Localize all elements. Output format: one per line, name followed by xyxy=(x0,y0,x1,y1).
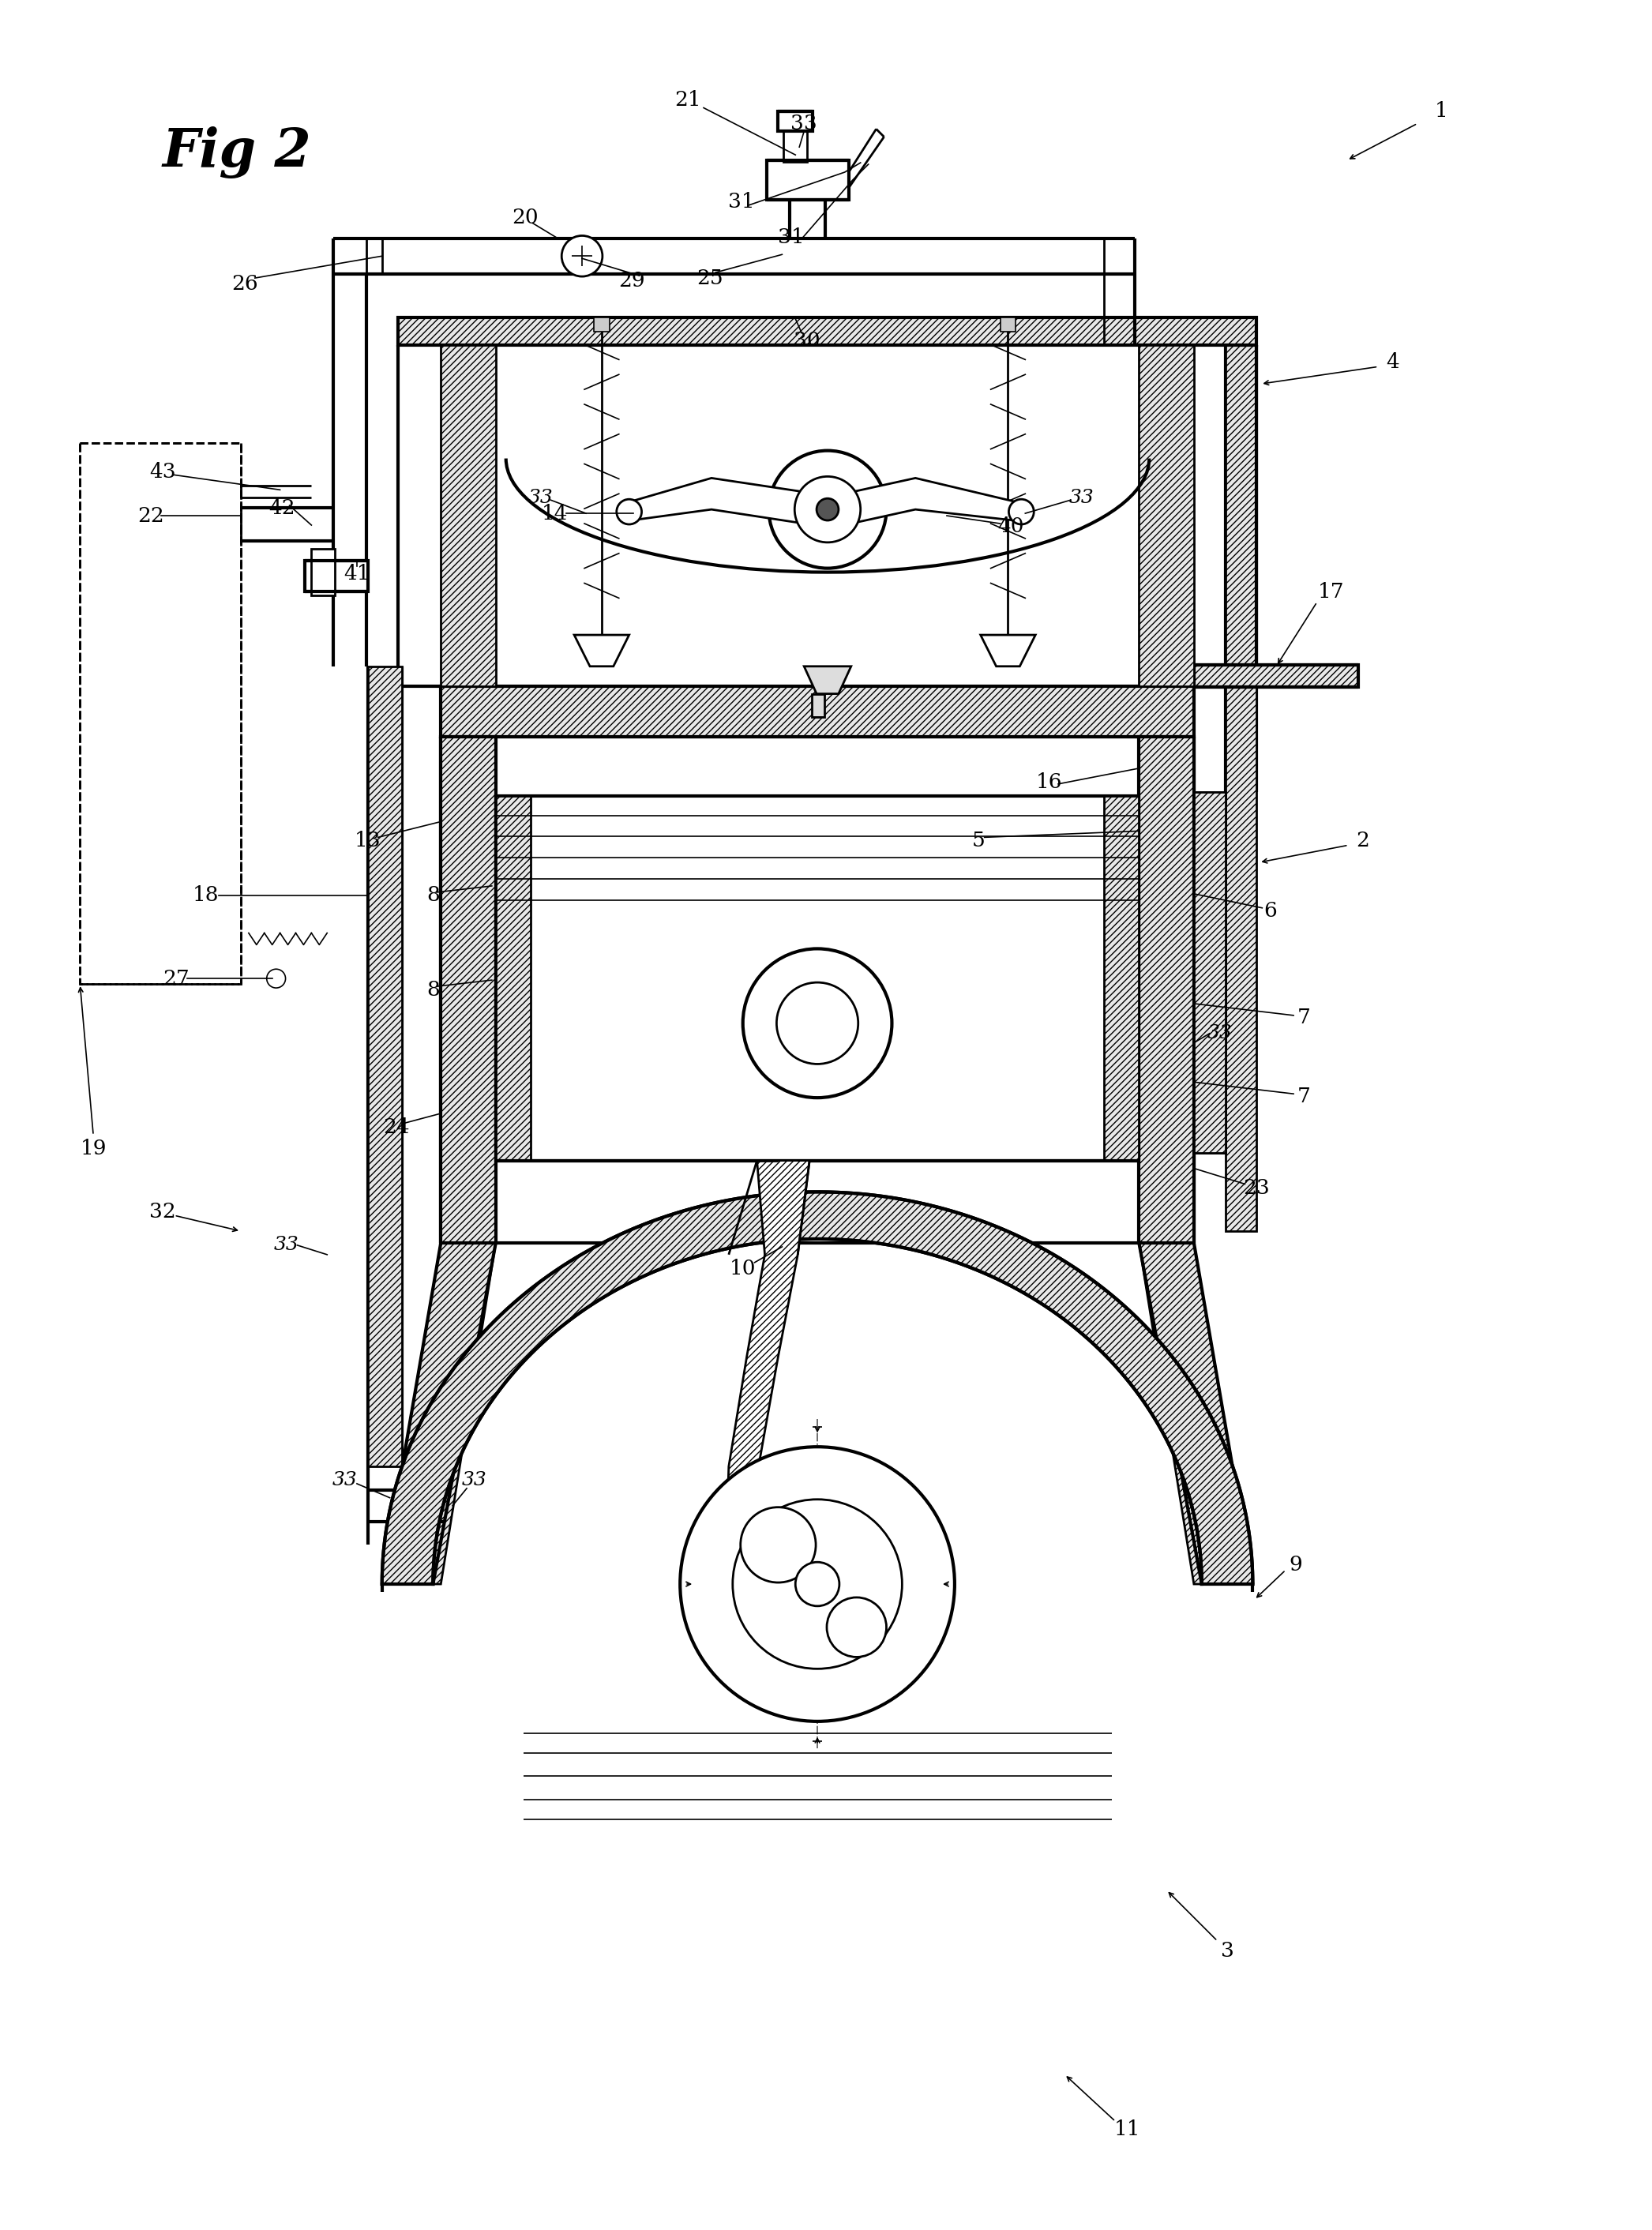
Text: 6: 6 xyxy=(1264,901,1277,921)
Circle shape xyxy=(768,450,887,569)
Text: 31: 31 xyxy=(778,227,805,248)
Text: 21: 21 xyxy=(674,89,700,109)
Circle shape xyxy=(616,500,641,524)
Bar xyxy=(811,694,824,718)
Polygon shape xyxy=(496,796,530,1160)
Text: 32: 32 xyxy=(149,1202,175,1222)
Text: 8: 8 xyxy=(426,885,439,905)
Text: 20: 20 xyxy=(512,207,539,227)
Circle shape xyxy=(816,500,839,520)
Bar xyxy=(312,549,335,595)
Text: 33: 33 xyxy=(1208,1024,1232,1041)
Text: 33: 33 xyxy=(332,1472,357,1490)
Text: 33: 33 xyxy=(529,488,553,506)
Text: 31: 31 xyxy=(729,192,755,212)
Polygon shape xyxy=(805,667,851,694)
Text: 7: 7 xyxy=(1297,1086,1310,1106)
Text: 2: 2 xyxy=(1356,830,1370,850)
Circle shape xyxy=(562,236,603,277)
Text: 40: 40 xyxy=(998,517,1024,537)
Text: Fig 2: Fig 2 xyxy=(162,127,312,178)
Polygon shape xyxy=(981,636,1036,667)
Bar xyxy=(306,560,368,591)
Circle shape xyxy=(743,948,892,1097)
Text: 27: 27 xyxy=(164,968,190,988)
Polygon shape xyxy=(1138,346,1194,687)
Text: 30: 30 xyxy=(795,330,821,350)
Circle shape xyxy=(776,983,857,1064)
Circle shape xyxy=(681,1447,955,1722)
Circle shape xyxy=(732,1499,902,1668)
Text: 11: 11 xyxy=(1113,2118,1140,2139)
Polygon shape xyxy=(624,477,806,524)
Circle shape xyxy=(795,477,861,542)
Bar xyxy=(496,796,1138,1160)
Text: 18: 18 xyxy=(192,885,218,905)
Text: 33: 33 xyxy=(1069,488,1094,506)
Polygon shape xyxy=(441,346,496,687)
Bar xyxy=(1194,665,1358,687)
Text: 29: 29 xyxy=(618,270,644,290)
Text: 7: 7 xyxy=(1297,1008,1310,1028)
Polygon shape xyxy=(575,636,629,667)
Circle shape xyxy=(1009,500,1034,524)
Text: 5: 5 xyxy=(971,830,985,850)
Text: 22: 22 xyxy=(137,506,164,526)
Text: 10: 10 xyxy=(730,1260,757,1278)
Text: 13: 13 xyxy=(355,830,382,850)
Text: 41: 41 xyxy=(344,564,370,584)
Text: 4: 4 xyxy=(1386,352,1399,372)
Text: 33: 33 xyxy=(791,114,818,134)
Text: 14: 14 xyxy=(542,504,568,524)
Bar xyxy=(767,161,849,198)
Bar xyxy=(783,129,808,163)
Text: 42: 42 xyxy=(268,497,294,517)
Bar xyxy=(778,112,813,132)
Text: 1: 1 xyxy=(1434,100,1447,120)
Text: 24: 24 xyxy=(383,1117,410,1137)
Polygon shape xyxy=(1138,736,1194,1242)
Text: 16: 16 xyxy=(1036,772,1062,792)
Polygon shape xyxy=(441,736,496,1242)
Circle shape xyxy=(740,1507,816,1583)
Polygon shape xyxy=(1194,792,1226,1153)
Polygon shape xyxy=(1226,346,1257,1231)
Text: 25: 25 xyxy=(697,268,724,288)
Circle shape xyxy=(266,970,286,988)
Polygon shape xyxy=(1104,796,1138,1160)
Polygon shape xyxy=(382,1242,496,1583)
Bar xyxy=(593,317,610,332)
Text: 33: 33 xyxy=(463,1472,487,1490)
Text: 26: 26 xyxy=(231,274,258,294)
Text: 3: 3 xyxy=(1221,1942,1234,1960)
Bar xyxy=(999,317,1016,332)
Polygon shape xyxy=(1138,1242,1252,1583)
Polygon shape xyxy=(851,477,1021,524)
Text: 43: 43 xyxy=(149,462,175,482)
Text: 9: 9 xyxy=(1289,1554,1302,1574)
Bar xyxy=(79,444,241,983)
Polygon shape xyxy=(368,667,401,1467)
Polygon shape xyxy=(441,687,1194,736)
Text: 19: 19 xyxy=(79,1140,107,1160)
Circle shape xyxy=(795,1563,839,1606)
Text: 33: 33 xyxy=(274,1235,299,1253)
Text: 23: 23 xyxy=(1244,1177,1270,1198)
Polygon shape xyxy=(398,317,1257,346)
Polygon shape xyxy=(382,1191,1252,1583)
Text: 17: 17 xyxy=(1318,582,1345,602)
Circle shape xyxy=(826,1597,887,1657)
Polygon shape xyxy=(725,1160,809,1565)
Text: 8: 8 xyxy=(426,979,439,999)
